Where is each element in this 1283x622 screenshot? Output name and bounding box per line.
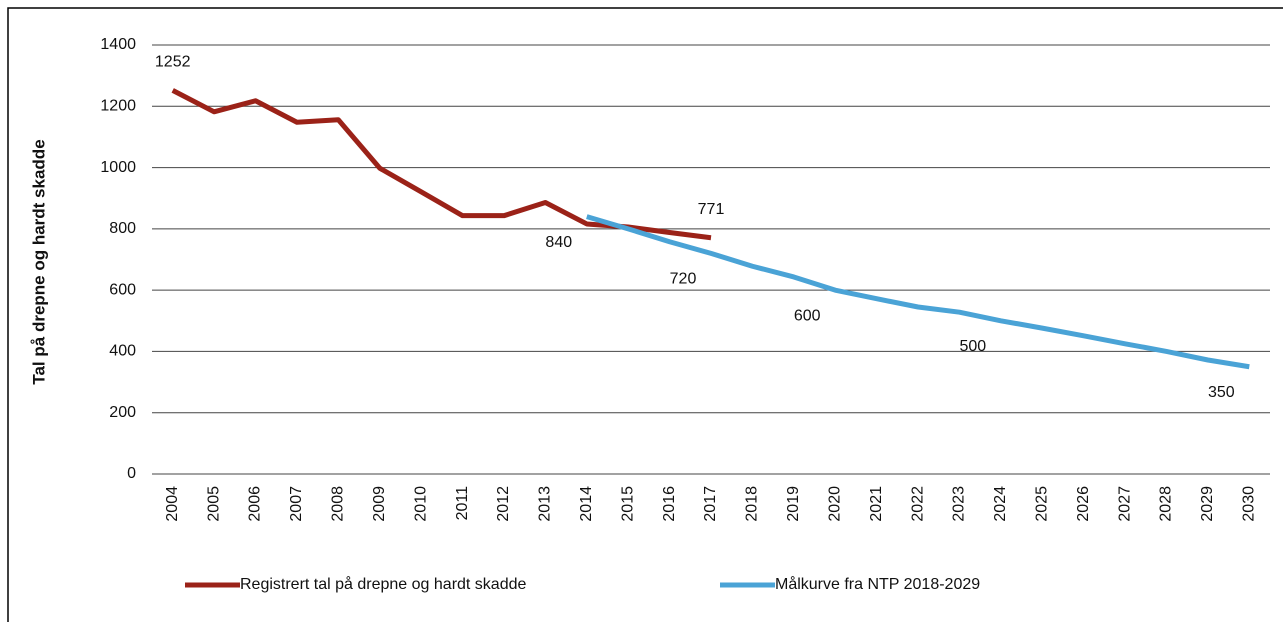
data-label: 771 xyxy=(698,201,725,218)
x-tick-label: 2008 xyxy=(330,486,347,522)
frame xyxy=(7,7,1283,622)
y-tick-label: 600 xyxy=(109,281,136,298)
y-tick-label: 400 xyxy=(109,343,136,360)
data-label: 840 xyxy=(545,234,572,251)
series-line xyxy=(586,214,1250,370)
x-tick-label: 2018 xyxy=(744,486,761,522)
y-tick-label: 1400 xyxy=(100,36,136,53)
x-tick-label: 2010 xyxy=(412,486,429,522)
x-tick-label: 2030 xyxy=(1241,486,1258,522)
x-tick-label: 2016 xyxy=(661,486,678,522)
y-tick-label: 0 xyxy=(127,465,136,482)
data-label: 350 xyxy=(1208,384,1235,401)
x-tick-label: 2012 xyxy=(495,486,512,522)
x-tick-label: 2025 xyxy=(1033,486,1050,522)
y-axis-label: Tal på drepne og hardt skadde xyxy=(29,139,48,384)
x-tick-label: 2028 xyxy=(1158,486,1175,522)
x-tick-label: 2019 xyxy=(785,486,802,522)
x-tick-label: 2017 xyxy=(702,486,719,522)
x-tick-label: 2029 xyxy=(1199,486,1216,522)
data-label: 1252 xyxy=(155,54,191,71)
x-tick-label: 2027 xyxy=(1116,486,1133,522)
x-tick-label: 2014 xyxy=(578,486,595,522)
legend-label: Registrert tal på drepne og hardt skadde xyxy=(240,575,527,593)
series-line xyxy=(171,88,712,241)
x-tick-label: 2015 xyxy=(619,486,636,522)
legend-label: Målkurve fra NTP 2018-2029 xyxy=(775,575,980,593)
x-tick-label: 2020 xyxy=(826,486,843,522)
x-tick-label: 2005 xyxy=(205,486,222,522)
x-tick-label: 2013 xyxy=(537,486,554,522)
x-tick-label: 2024 xyxy=(992,486,1009,522)
y-tick-label: 800 xyxy=(109,220,136,237)
data-label: 500 xyxy=(960,338,987,355)
y-tick-label: 200 xyxy=(109,404,136,421)
x-tick-label: 2026 xyxy=(1075,486,1092,522)
x-tick-label: 2007 xyxy=(288,486,305,522)
y-tick-label: 1200 xyxy=(100,98,136,115)
x-tick-label: 2023 xyxy=(951,486,968,522)
x-tick-label: 2004 xyxy=(164,486,181,522)
x-tick-label: 2021 xyxy=(868,486,885,522)
x-tick-label: 2011 xyxy=(454,486,471,521)
data-label: 600 xyxy=(794,307,821,324)
x-tick-label: 2022 xyxy=(909,486,926,522)
x-tick-label: 2009 xyxy=(371,486,388,522)
y-tick-label: 1000 xyxy=(100,159,136,176)
x-tick-label: 2006 xyxy=(247,486,264,522)
data-label: 720 xyxy=(670,271,697,288)
